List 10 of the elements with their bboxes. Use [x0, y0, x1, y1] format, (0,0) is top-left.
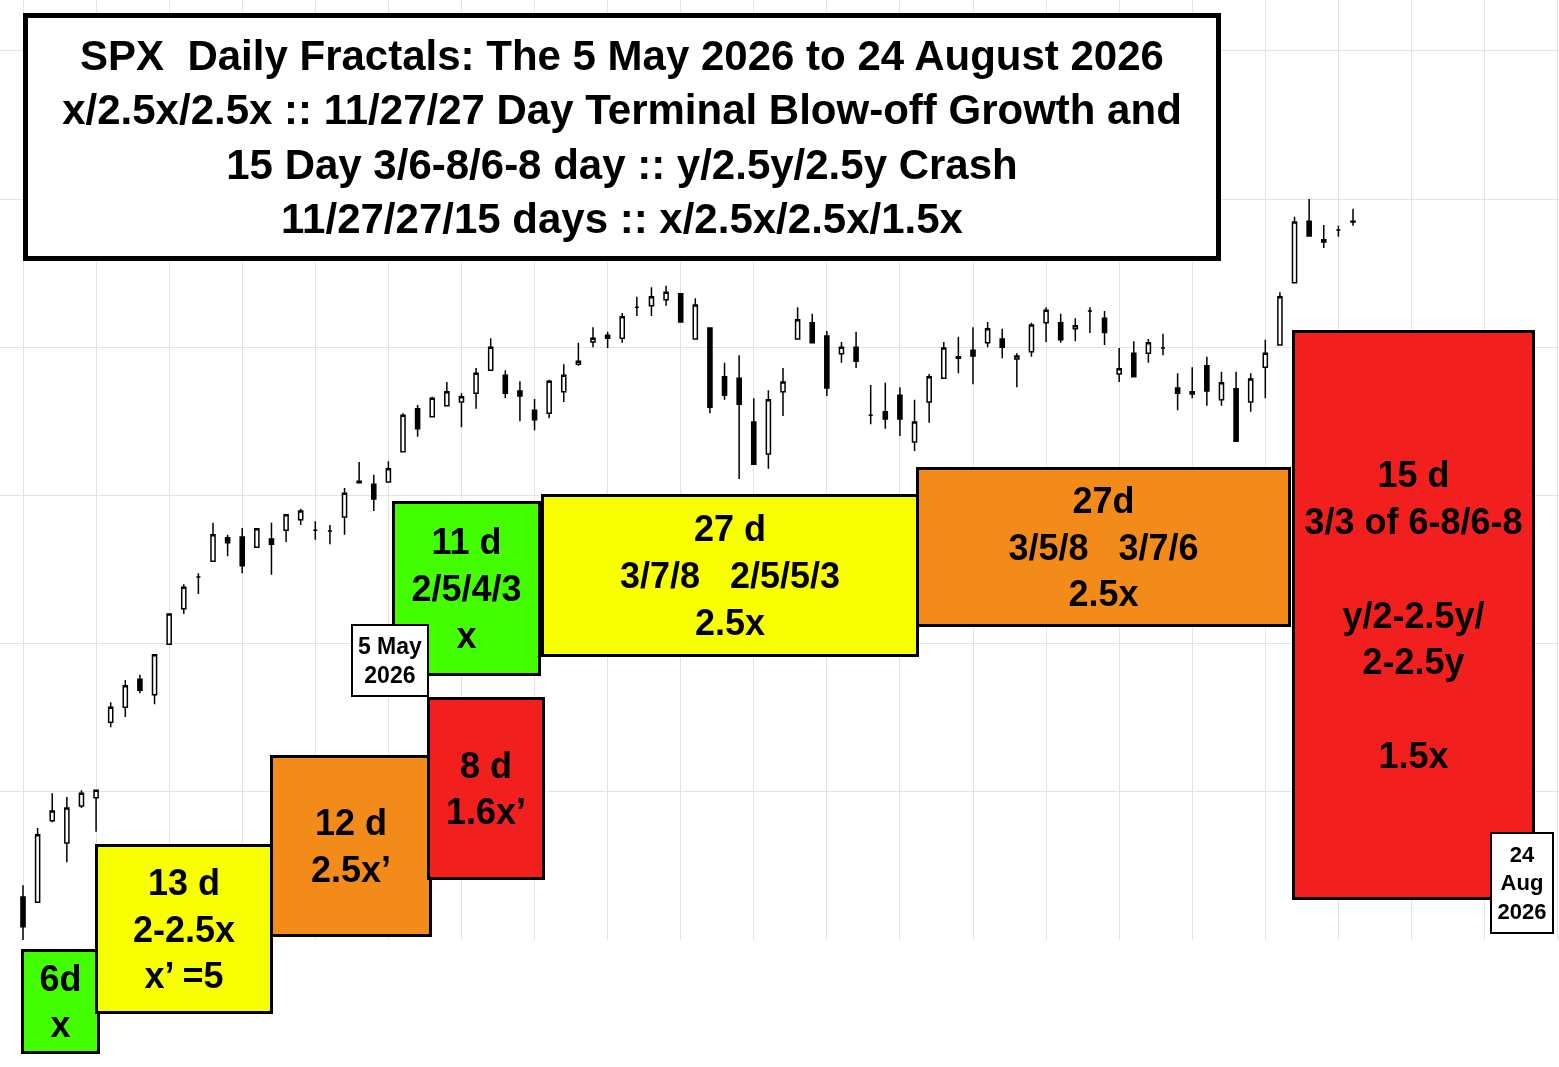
annotation: 8 d 1.6x’ — [445, 744, 527, 833]
annotation: 13 d 2-2.5x x’ =5 — [132, 861, 236, 997]
text: 24 Aug 2026 — [1497, 841, 1547, 925]
annotation: 27d 3/5/8 3/7/6 2.5x — [1008, 479, 1199, 615]
annotation: 5 May 2026 — [357, 632, 423, 689]
text: 6d x — [39, 957, 82, 1046]
chart-title: SPX Daily Fractals: The 5 May 2026 to 24 August 2026 x/2.5x/2.5x :: 11/27/27 Day Terminal Blow-off Growth and 15 Day 3/6-8/6-8 day :: y/2.5y/2.5y Crash 11/27/27/15 days :: x/2.5x/2.5x/1.5x — [62, 31, 1182, 243]
annotation: 27 d 3/7/8 2/5/5/3 2.5x — [619, 508, 841, 643]
text: 15 d 3/3 of 6-8/6-8 y/2-2.5y/ 2-2.5y 1.5x — [1304, 454, 1523, 776]
annotation: 12 d 2.5x’ — [310, 802, 392, 890]
